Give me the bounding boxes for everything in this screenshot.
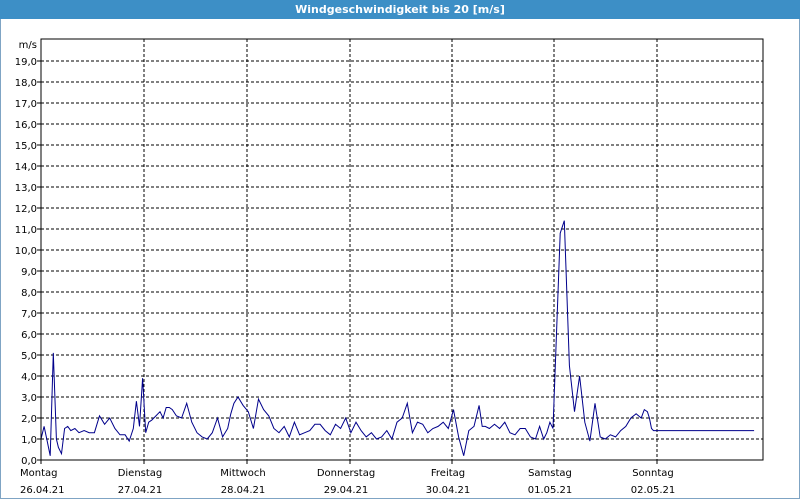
y-tick-label: 13,0	[15, 183, 37, 194]
x-tick-day-label: Freitag	[431, 468, 465, 479]
y-tick-label: 18,0	[15, 78, 37, 89]
y-tick-label: 3,0	[21, 393, 37, 404]
y-tick-label: 19,0	[15, 57, 37, 68]
x-tick-date-label: 30.04.21	[426, 485, 471, 496]
y-tick-label: 17,0	[15, 99, 37, 110]
y-tick-label: 2,0	[21, 414, 37, 425]
y-axis: 0,0 1,0 2,0 3,0 4,0 5,0 6,0 7,0 8,0 9,0 10,0 11,0 12…	[15, 40, 41, 467]
x-axis: Montag 26.04.21 Dienstag 27.04.21 Mittwoch 28…	[20, 460, 675, 496]
y-tick-label: 10,0	[15, 246, 37, 257]
x-tick-day-label: Dienstag	[118, 468, 163, 479]
y-tick-label: 7,0	[21, 309, 37, 320]
y-tick-label: 9,0	[21, 267, 37, 278]
x-tick-date-label: 28.04.21	[221, 485, 266, 496]
series-line	[40, 220, 755, 456]
y-tick-label: 11,0	[15, 225, 37, 236]
x-tick-day-label: Montag	[20, 468, 57, 479]
x-tick-day-label: Mittwoch	[220, 468, 265, 479]
x-tick-date-label: 02.05.21	[631, 485, 676, 496]
x-tick-date-label: 01.05.21	[528, 485, 573, 496]
x-tick-date-label: 26.04.21	[20, 485, 65, 496]
y-tick-label: 0,0	[21, 456, 37, 467]
x-tick-day-label: Sonntag	[632, 468, 674, 479]
y-tick-label: 14,0	[15, 162, 37, 173]
plot-area-border	[40, 38, 764, 461]
series-group	[40, 220, 755, 456]
y-tick-label: 12,0	[15, 204, 37, 215]
x-tick-day-label: Samstag	[528, 468, 572, 479]
y-axis-label: m/s	[19, 40, 37, 51]
x-tick-date-label: 29.04.21	[324, 485, 369, 496]
y-tick-label: 15,0	[15, 141, 37, 152]
y-tick-label: 8,0	[21, 288, 37, 299]
x-tick-date-label: 27.04.21	[118, 485, 163, 496]
y-tick-label: 6,0	[21, 330, 37, 341]
chart-title: Windgeschwindigkeit bis 20 [m/s]	[0, 0, 800, 19]
y-tick-label: 4,0	[21, 372, 37, 383]
x-tick-day-label: Donnerstag	[317, 468, 375, 479]
y-tick-label: 16,0	[15, 120, 37, 131]
y-tick-label: 5,0	[21, 351, 37, 362]
grid-lines	[41, 39, 763, 460]
y-tick-label: 1,0	[21, 435, 37, 446]
